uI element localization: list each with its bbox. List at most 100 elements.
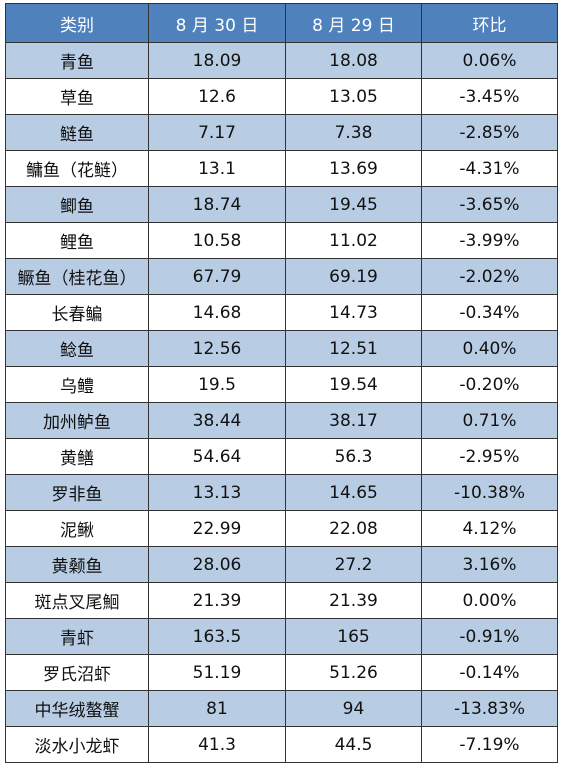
category-cell: 泥鳅 xyxy=(5,510,149,547)
value-cell: 14.65 xyxy=(285,474,422,511)
value-cell: 18.74 xyxy=(148,186,286,223)
value-cell: 81 xyxy=(148,690,286,727)
value-cell: 22.08 xyxy=(285,510,422,547)
table-row: 青虾 163.5 165 -0.91% xyxy=(5,618,558,655)
value-cell: 13.1 xyxy=(148,150,286,187)
value-cell: 12.56 xyxy=(148,330,286,367)
value-cell: -3.45% xyxy=(421,78,558,115)
value-cell: 163.5 xyxy=(148,618,286,655)
value-cell: 13.05 xyxy=(285,78,422,115)
value-cell: -0.91% xyxy=(421,618,558,655)
value-cell: 0.71% xyxy=(421,402,558,439)
value-cell: 19.54 xyxy=(285,366,422,403)
value-cell: 13.69 xyxy=(285,150,422,187)
category-cell: 黄鳝 xyxy=(5,438,149,475)
category-cell: 鲤鱼 xyxy=(5,222,149,259)
table-row: 罗非鱼 13.13 14.65 -10.38% xyxy=(5,474,558,511)
value-cell: 51.26 xyxy=(285,654,422,691)
value-cell: 18.09 xyxy=(148,42,286,79)
value-cell: 21.39 xyxy=(148,582,286,619)
table-row: 黄颡鱼 28.06 27.2 3.16% xyxy=(5,546,558,583)
value-cell: 14.73 xyxy=(285,294,422,331)
category-cell: 长春鳊 xyxy=(5,294,149,331)
category-cell: 斑点叉尾鮰 xyxy=(5,582,149,619)
category-cell: 罗氏沼虾 xyxy=(5,654,149,691)
table-row: 泥鳅 22.99 22.08 4.12% xyxy=(5,510,558,547)
value-cell: -0.34% xyxy=(421,294,558,331)
value-cell: -7.19% xyxy=(421,726,558,763)
value-cell: 69.19 xyxy=(285,258,422,295)
value-cell: 0.00% xyxy=(421,582,558,619)
table-row: 加州鲈鱼 38.44 38.17 0.71% xyxy=(5,402,558,439)
table-row: 淡水小龙虾 41.3 44.5 -7.19% xyxy=(5,726,558,763)
table-row: 鳜鱼（桂花鱼） 67.79 69.19 -2.02% xyxy=(5,258,558,295)
value-cell: -10.38% xyxy=(421,474,558,511)
value-cell: -4.31% xyxy=(421,150,558,187)
value-cell: 7.38 xyxy=(285,114,422,151)
value-cell: 3.16% xyxy=(421,546,558,583)
value-cell: 51.19 xyxy=(148,654,286,691)
category-cell: 鲫鱼 xyxy=(5,186,149,223)
value-cell: -2.02% xyxy=(421,258,558,295)
category-cell: 草鱼 xyxy=(5,78,149,115)
value-cell: -3.99% xyxy=(421,222,558,259)
table-body: 青鱼 18.09 18.08 0.06% 草鱼 12.6 13.05 -3.45% 鲢鱼 7.17… xyxy=(5,42,558,763)
value-cell: 54.64 xyxy=(148,438,286,475)
value-cell: -0.14% xyxy=(421,654,558,691)
table-row: 鲶鱼 12.56 12.51 0.40% xyxy=(5,330,558,367)
table-row: 中华绒螯蟹 81 94 -13.83% xyxy=(5,690,558,727)
value-cell: 165 xyxy=(285,618,422,655)
category-cell: 中华绒螯蟹 xyxy=(5,690,149,727)
value-cell: -0.20% xyxy=(421,366,558,403)
table-row: 草鱼 12.6 13.05 -3.45% xyxy=(5,78,558,115)
value-cell: 13.13 xyxy=(148,474,286,511)
table-row: 罗氏沼虾 51.19 51.26 -0.14% xyxy=(5,654,558,691)
value-cell: 12.6 xyxy=(148,78,286,115)
table-row: 鲫鱼 18.74 19.45 -3.65% xyxy=(5,186,558,223)
value-cell: 56.3 xyxy=(285,438,422,475)
value-cell: -2.95% xyxy=(421,438,558,475)
value-cell: 19.45 xyxy=(285,186,422,223)
header-cell: 环比 xyxy=(421,3,558,43)
category-cell: 鲢鱼 xyxy=(5,114,149,151)
value-cell: 38.17 xyxy=(285,402,422,439)
table-row: 鳙鱼（花鲢） 13.1 13.69 -4.31% xyxy=(5,150,558,187)
category-cell: 加州鲈鱼 xyxy=(5,402,149,439)
table-row: 长春鳊 14.68 14.73 -0.34% xyxy=(5,294,558,331)
value-cell: 22.99 xyxy=(148,510,286,547)
table-row: 黄鳝 54.64 56.3 -2.95% xyxy=(5,438,558,475)
value-cell: 18.08 xyxy=(285,42,422,79)
value-cell: 7.17 xyxy=(148,114,286,151)
category-cell: 鳙鱼（花鲢） xyxy=(5,150,149,187)
category-cell: 青虾 xyxy=(5,618,149,655)
table-row: 鲢鱼 7.17 7.38 -2.85% xyxy=(5,114,558,151)
value-cell: -13.83% xyxy=(421,690,558,727)
header-cell: 8 月 30 日 xyxy=(148,3,286,43)
value-cell: 0.06% xyxy=(421,42,558,79)
category-cell: 青鱼 xyxy=(5,42,149,79)
table-row: 青鱼 18.09 18.08 0.06% xyxy=(5,42,558,79)
value-cell: 41.3 xyxy=(148,726,286,763)
value-cell: 4.12% xyxy=(421,510,558,547)
category-cell: 淡水小龙虾 xyxy=(5,726,149,763)
category-cell: 乌鳢 xyxy=(5,366,149,403)
value-cell: 11.02 xyxy=(285,222,422,259)
table-row: 乌鳢 19.5 19.54 -0.20% xyxy=(5,366,558,403)
value-cell: 94 xyxy=(285,690,422,727)
value-cell: -3.65% xyxy=(421,186,558,223)
value-cell: 10.58 xyxy=(148,222,286,259)
value-cell: 44.5 xyxy=(285,726,422,763)
value-cell: 12.51 xyxy=(285,330,422,367)
value-cell: 27.2 xyxy=(285,546,422,583)
value-cell: 0.40% xyxy=(421,330,558,367)
category-cell: 鳜鱼（桂花鱼） xyxy=(5,258,149,295)
value-cell: 28.06 xyxy=(148,546,286,583)
category-cell: 鲶鱼 xyxy=(5,330,149,367)
value-cell: 21.39 xyxy=(285,582,422,619)
table-row: 鲤鱼 10.58 11.02 -3.99% xyxy=(5,222,558,259)
value-cell: 38.44 xyxy=(148,402,286,439)
header-cell: 类别 xyxy=(5,3,149,43)
